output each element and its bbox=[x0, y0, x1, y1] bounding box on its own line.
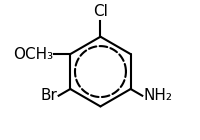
Text: Br: Br bbox=[40, 88, 57, 103]
Text: OCH₃: OCH₃ bbox=[13, 47, 53, 62]
Text: Cl: Cl bbox=[93, 4, 108, 19]
Text: NH₂: NH₂ bbox=[144, 88, 173, 103]
